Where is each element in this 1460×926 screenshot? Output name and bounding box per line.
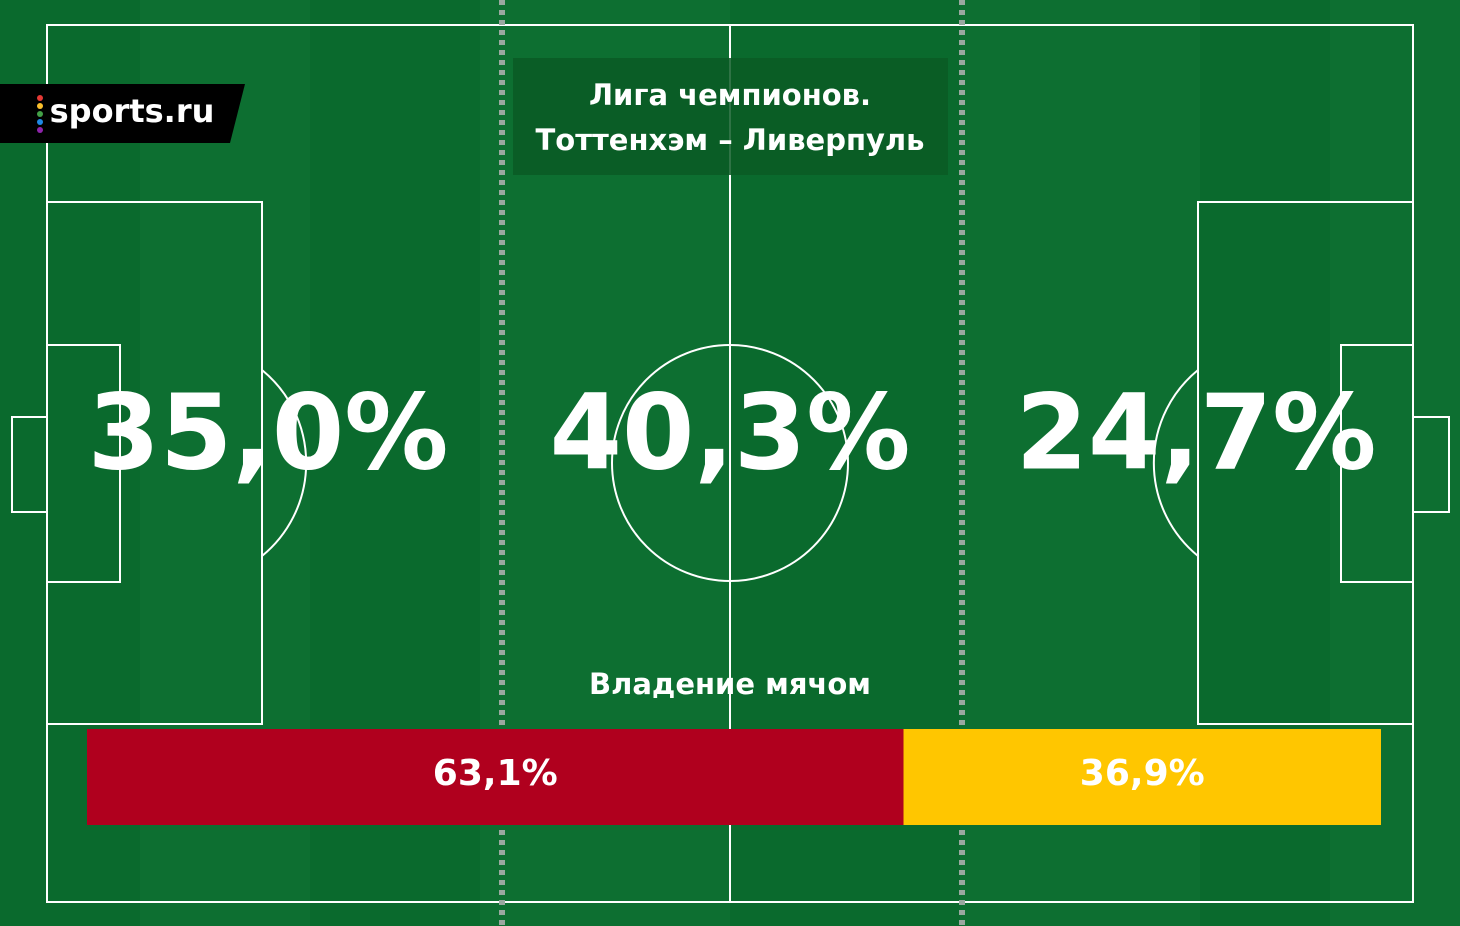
- zone-share: 24,7%: [1016, 371, 1377, 493]
- title-line: Тоттенхэм – Ливерпуль: [535, 123, 924, 157]
- title-box: [513, 58, 948, 175]
- zone-share: 40,3%: [550, 371, 911, 493]
- logo: sports.ru: [0, 84, 245, 143]
- possession-bar: [903, 729, 1381, 825]
- possession-title: Владение мячом: [589, 667, 871, 701]
- possession-bar: [87, 729, 904, 825]
- possession-label: 63,1%: [433, 753, 558, 794]
- logo-text: sports.ru: [50, 92, 215, 130]
- possession-label: 36,9%: [1080, 753, 1205, 794]
- title-line: Лига чемпионов.: [589, 78, 871, 112]
- zone-share: 35,0%: [88, 371, 449, 493]
